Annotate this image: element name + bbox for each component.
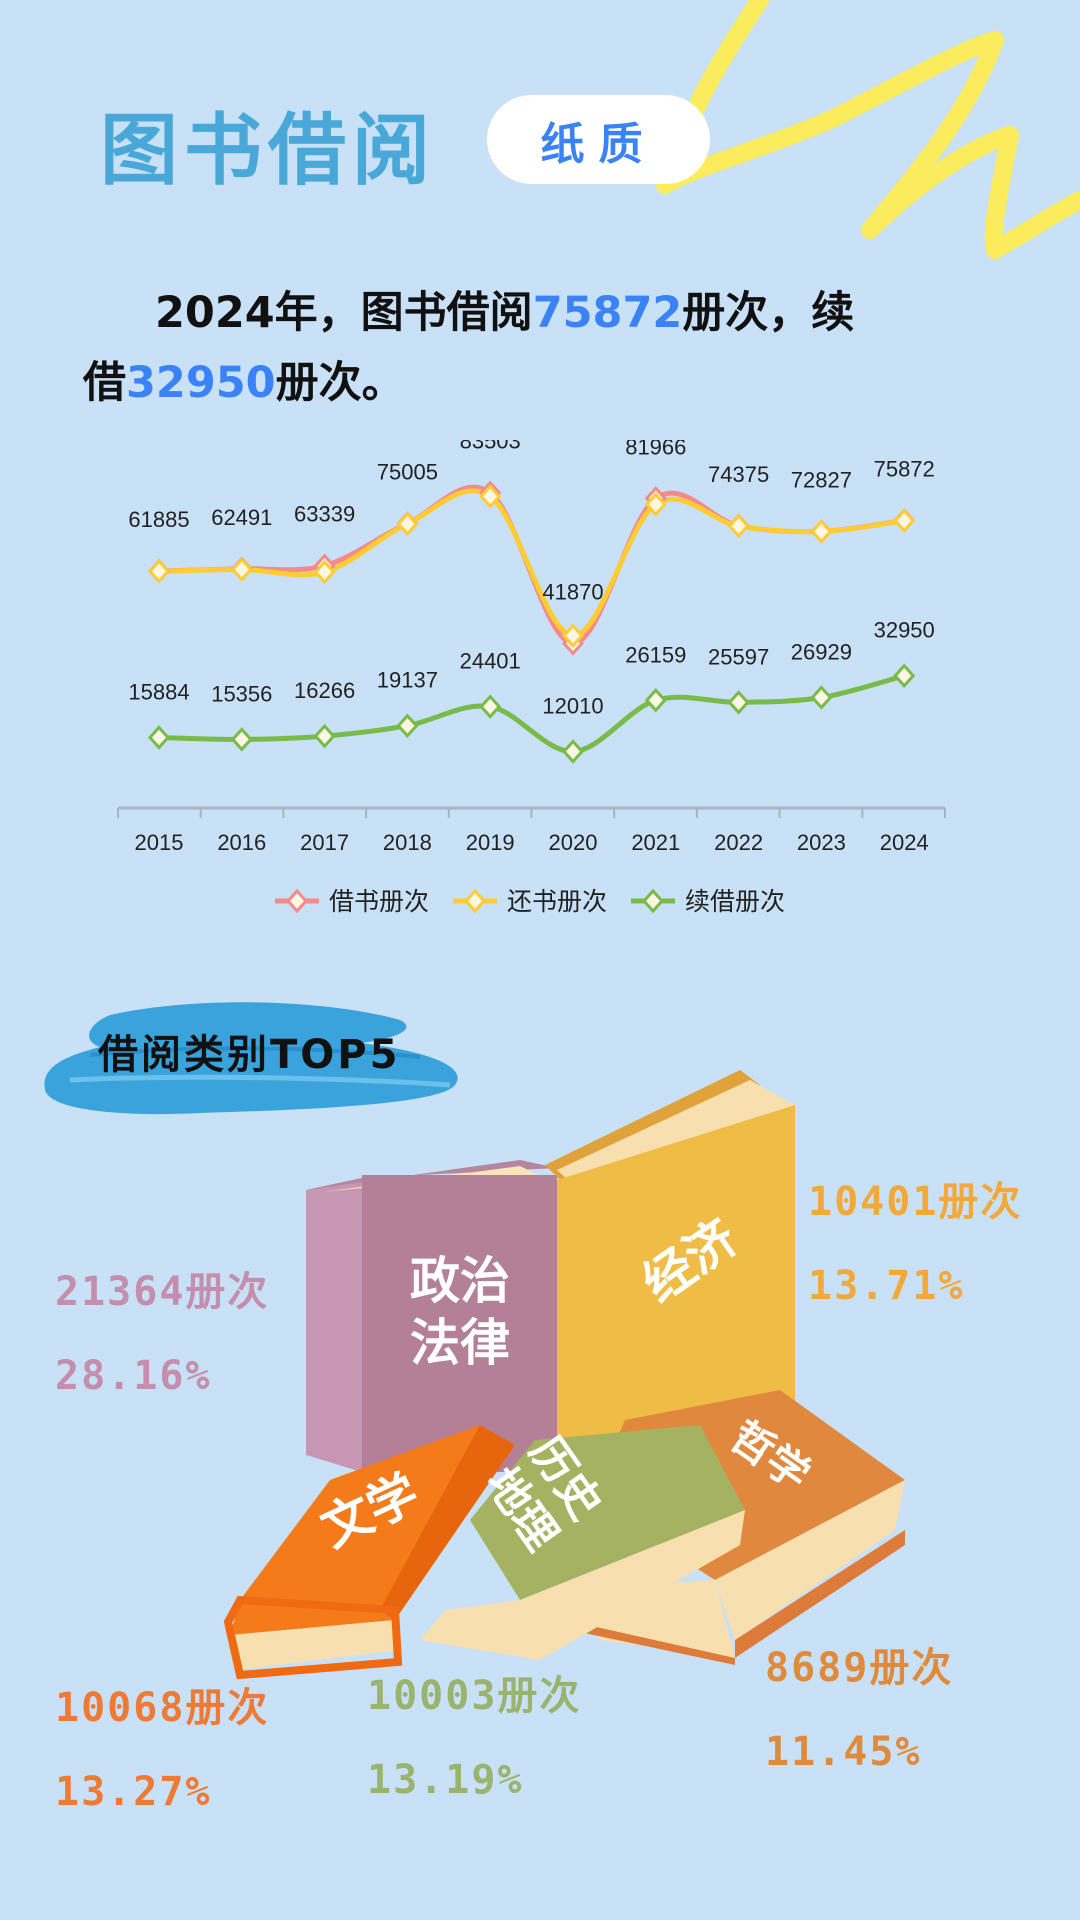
history-geography-book-cover	[470, 1425, 745, 1600]
data-point-marker	[313, 723, 336, 749]
data-point-marker	[727, 690, 750, 715]
stat-politics-law: 21364册次 28.16%	[55, 1250, 269, 1418]
politics-law-book-spine	[306, 1178, 362, 1472]
renew-total: 32950	[126, 358, 276, 408]
x-tick-label: 2020	[549, 830, 598, 855]
summary-line-1: 2024年，图书借阅75872册次，续	[155, 278, 854, 340]
summary-text: 册次。	[275, 358, 405, 408]
data-point-marker	[479, 694, 502, 719]
data-point-marker	[313, 559, 336, 585]
stat-percent: 28.16%	[55, 1353, 212, 1399]
stat-percent: 13.27%	[55, 1769, 212, 1815]
data-label: 26929	[791, 640, 852, 665]
stat-history-geography: 10003册次 13.19%	[367, 1654, 581, 1822]
borrowing-line-chart: 2015 2016 2017 2018 2019 2020 2021 2022 2023 2024…	[117, 440, 946, 916]
data-point-marker	[230, 727, 253, 752]
borrow-total: 75872	[532, 288, 683, 338]
stat-percent: 13.71%	[808, 1263, 965, 1309]
data-label: 15884	[128, 679, 189, 704]
data-label: 41870	[542, 579, 603, 604]
data-point-marker	[810, 519, 833, 544]
data-label: 32950	[874, 618, 935, 643]
x-tick-label: 2017	[300, 830, 349, 855]
data-label: 75005	[377, 459, 438, 484]
economics-book-cover	[557, 1105, 795, 1440]
legend-marker	[641, 888, 665, 914]
data-label: 72827	[791, 467, 852, 492]
book-label-politics-law: 政治 法律	[380, 1250, 540, 1374]
stat-philosophy: 8689册次 11.45%	[765, 1626, 953, 1794]
data-point-marker	[893, 663, 916, 688]
x-tick-label: 2018	[383, 830, 432, 855]
data-point-marker	[893, 508, 916, 533]
stat-count: 21364册次	[55, 1269, 270, 1315]
data-label: 26159	[625, 642, 686, 667]
data-point-marker	[644, 688, 667, 713]
data-point-marker	[561, 739, 585, 764]
book-label-line: 政治	[410, 1252, 510, 1310]
data-label: 61885	[128, 507, 189, 532]
data-label: 63339	[294, 502, 355, 527]
literature-book-cover	[230, 1425, 515, 1635]
legend-label: 还书册次	[507, 887, 607, 916]
data-label: 83503	[460, 440, 521, 454]
data-label: 15356	[211, 681, 272, 706]
brush-stroke-decoration	[44, 1002, 458, 1115]
stat-economics: 10401册次 13.71%	[808, 1160, 1022, 1328]
stat-literature: 10068册次 13.27%	[55, 1666, 269, 1834]
data-label: 81966	[625, 440, 686, 459]
paper-badge: 纸质	[487, 95, 710, 184]
data-point-marker	[396, 511, 419, 537]
summary-text: 2024年，图书借阅	[155, 288, 533, 338]
summary-text: 册次，续	[682, 288, 855, 338]
data-label: 24401	[460, 649, 521, 674]
yellow-squiggle-decoration	[656, 0, 1080, 259]
data-point-marker	[727, 513, 750, 539]
book-label-line: 法律	[410, 1314, 510, 1372]
stat-percent: 11.45%	[765, 1729, 922, 1775]
x-tick-label: 2021	[631, 830, 680, 855]
data-label: 12010	[542, 694, 603, 719]
stat-count: 8689册次	[765, 1645, 954, 1691]
data-point-marker	[230, 557, 253, 582]
politics-law-book-cover	[362, 1175, 557, 1472]
data-label: 25597	[708, 644, 769, 669]
data-point-marker	[810, 685, 833, 710]
data-label: 19137	[377, 668, 438, 693]
x-tick-label: 2022	[714, 830, 763, 855]
data-label: 74375	[708, 462, 769, 487]
summary-text: 借	[83, 358, 126, 408]
series-line-1	[158, 488, 905, 639]
data-point-marker	[147, 559, 171, 584]
stat-count: 10401册次	[808, 1179, 1023, 1225]
legend-marker	[285, 888, 309, 914]
x-tick-label: 2019	[466, 830, 515, 855]
x-tick-label: 2024	[880, 830, 929, 855]
data-point-marker	[479, 484, 502, 509]
x-tick-label: 2023	[797, 830, 846, 855]
data-label: 75872	[874, 456, 935, 481]
data-point-marker	[561, 623, 585, 648]
badge-label: 纸质	[540, 118, 657, 170]
data-point-marker	[147, 725, 171, 750]
data-label: 16266	[294, 678, 355, 703]
x-tick-label: 2016	[217, 830, 266, 855]
legend-label: 借书册次	[329, 887, 429, 916]
data-point-marker	[644, 492, 667, 517]
data-label: 62491	[211, 505, 272, 530]
stat-count: 10003册次	[367, 1673, 582, 1719]
section-title: 借阅类别TOP5	[98, 1032, 401, 1078]
legend-label: 续借册次	[685, 887, 785, 916]
series-line-2	[158, 673, 905, 755]
stat-count: 10068册次	[55, 1685, 270, 1731]
x-tick-label: 2015	[135, 830, 184, 855]
page-title: 图书借阅	[100, 106, 437, 196]
legend-marker	[463, 888, 487, 914]
data-point-marker	[396, 713, 419, 738]
summary-line-2: 借32950册次。	[83, 348, 405, 410]
stat-percent: 13.19%	[367, 1757, 524, 1803]
